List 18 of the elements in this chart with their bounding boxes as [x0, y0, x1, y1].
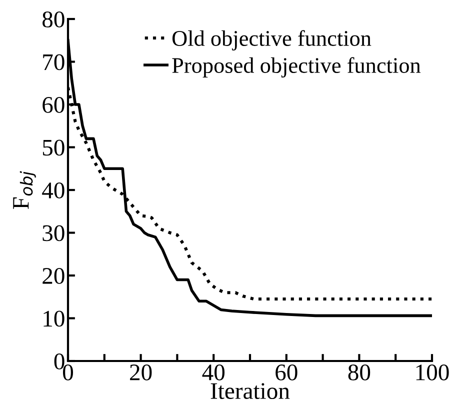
x-axis-title: Iteration	[210, 383, 290, 400]
y-tick-label: 40	[42, 182, 64, 198]
x-tick-label: 100	[416, 364, 449, 380]
x-tick-label: 40	[202, 364, 225, 380]
x-tick-label: 80	[348, 364, 370, 380]
legend-label: Proposed objective function	[172, 57, 421, 78]
y-tick-label: 70	[43, 54, 64, 70]
legend-label: Old objective function	[172, 30, 372, 50]
y-axis-title: F$_{obj}$	[13, 171, 36, 210]
y-tick-label: 10	[44, 310, 64, 327]
y-tick-label: 30	[42, 225, 64, 242]
y-tick-label: 0	[54, 353, 64, 370]
y-tick-label: 50	[42, 140, 64, 156]
x-tick-label: 20	[130, 364, 152, 380]
y-tick-label: 20	[42, 268, 64, 284]
y-tick-label: 60	[42, 96, 64, 113]
x-tick-label: 60	[276, 364, 298, 380]
y-tick-label: 80	[42, 11, 64, 28]
